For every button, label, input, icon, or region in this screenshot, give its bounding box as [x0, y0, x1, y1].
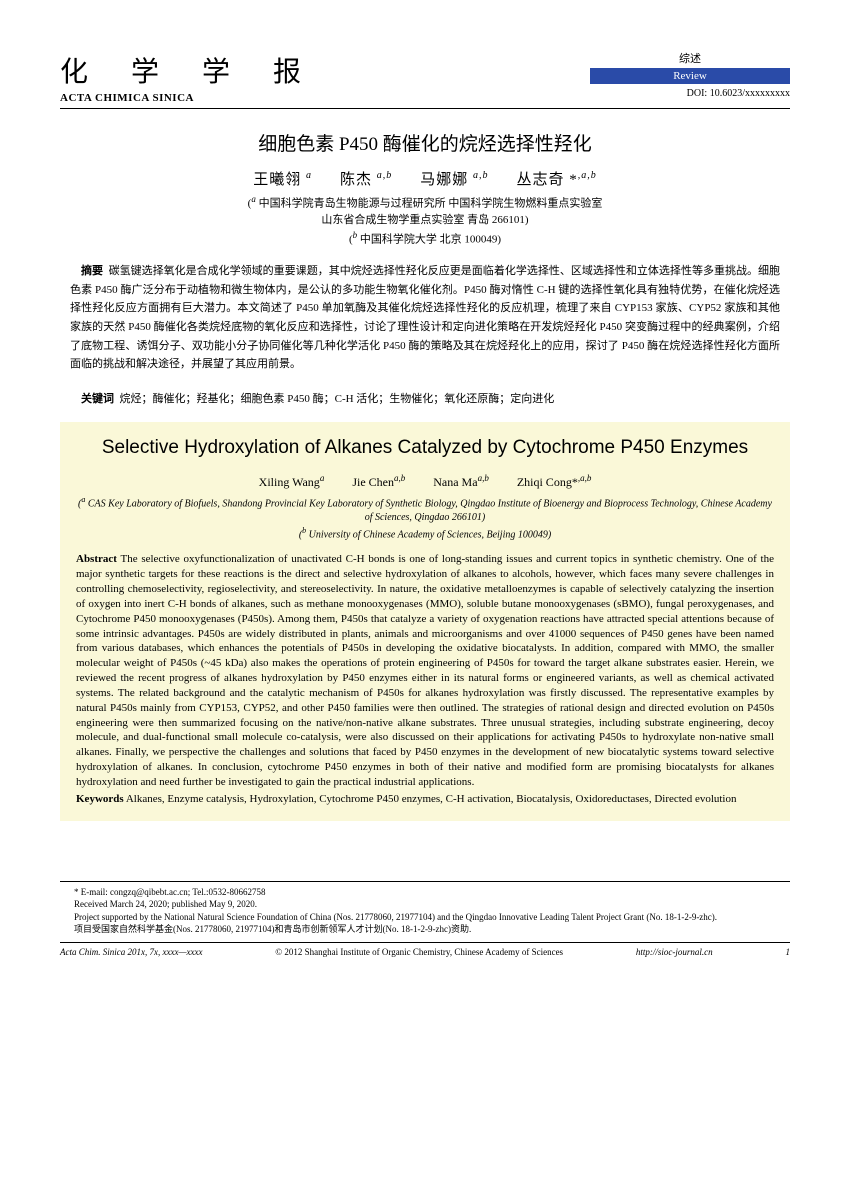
- footnote-funding-en: Project supported by the National Natura…: [60, 911, 790, 924]
- page-header: 化 学 学 报 ACTA CHIMICA SINICA 综述 Review DO…: [60, 50, 790, 109]
- journal-name-en: ACTA CHIMICA SINICA: [60, 92, 319, 104]
- keywords-en: Keywords Alkanes, Enzyme catalysis, Hydr…: [76, 792, 774, 807]
- english-abstract-box: Selective Hydroxylation of Alkanes Catal…: [60, 422, 790, 821]
- abstract-text-cn: 碳氢键选择氧化是合成化学领域的重要课题，其中烷烃选择性羟化反应更是面临着化学选择…: [70, 265, 780, 370]
- authors-en: Xiling WangaJie Chena,bNana Maa,bZhiqi C…: [76, 473, 774, 490]
- journal-name-cn: 化 学 学 报: [60, 50, 319, 90]
- abstract-en: Abstract The selective oxyfunctionalizat…: [76, 552, 774, 790]
- article-type-cn: 综述: [590, 50, 790, 66]
- authors-cn: 王曦翎 a陈杰 a,b马娜娜 a,b丛志奇 *,a,b: [60, 168, 790, 189]
- footer-citation: Acta Chim. Sinica 201x, 7x, xxxx—xxxx: [60, 947, 202, 957]
- affiliations-en: (a CAS Key Laboratory of Biofuels, Shand…: [76, 494, 774, 543]
- abstract-label-en: Abstract: [76, 553, 117, 565]
- keywords-text-cn: 烷烃；酶催化；羟基化；细胞色素 P450 酶；C-H 活化；生物催化；氧化还原酶…: [120, 393, 555, 405]
- keywords-cn: 关键词 烷烃；酶催化；羟基化；细胞色素 P450 酶；C-H 活化；生物催化；氧…: [70, 390, 780, 406]
- abstract-label-cn: 摘要: [81, 265, 103, 277]
- footer-page-number: 1: [785, 947, 790, 957]
- keywords-label-cn: 关键词: [81, 393, 114, 405]
- affiliations-cn: (a 中国科学院青岛生物能源与过程研究所 中国科学院生物燃料重点实验室山东省合成…: [60, 193, 790, 248]
- footnote-funding-cn: 项目受国家自然科学基金(Nos. 21778060, 21977104)和青岛市…: [60, 923, 790, 936]
- keywords-text-en: Alkanes, Enzyme catalysis, Hydroxylation…: [126, 793, 737, 805]
- header-right: 综述 Review DOI: 10.6023/xxxxxxxxx: [590, 50, 790, 99]
- footer-url: http://sioc-journal.cn: [636, 947, 713, 957]
- footnote-corresponding: * E-mail: congzq@qibebt.ac.cn; Tel.:0532…: [60, 886, 790, 899]
- footnote-dates: Received March 24, 2020; published May 9…: [60, 898, 790, 911]
- abstract-text-en: The selective oxyfunctionalization of un…: [76, 553, 774, 788]
- journal-title-block: 化 学 学 报 ACTA CHIMICA SINICA: [60, 50, 319, 104]
- footnotes: * E-mail: congzq@qibebt.ac.cn; Tel.:0532…: [60, 881, 790, 936]
- page-footer: Acta Chim. Sinica 201x, 7x, xxxx—xxxx © …: [60, 942, 790, 957]
- doi-text: DOI: 10.6023/xxxxxxxxx: [590, 88, 790, 99]
- keywords-label-en: Keywords: [76, 793, 124, 805]
- article-title-cn: 细胞色素 P450 酶催化的烷烃选择性羟化: [60, 129, 790, 156]
- abstract-cn: 摘要 碳氢键选择氧化是合成化学领域的重要课题，其中烷烃选择性羟化反应更是面临着化…: [70, 262, 780, 374]
- article-type-badge: Review: [590, 68, 790, 84]
- article-title-en: Selective Hydroxylation of Alkanes Catal…: [76, 436, 774, 461]
- footer-copyright: © 2012 Shanghai Institute of Organic Che…: [275, 947, 563, 957]
